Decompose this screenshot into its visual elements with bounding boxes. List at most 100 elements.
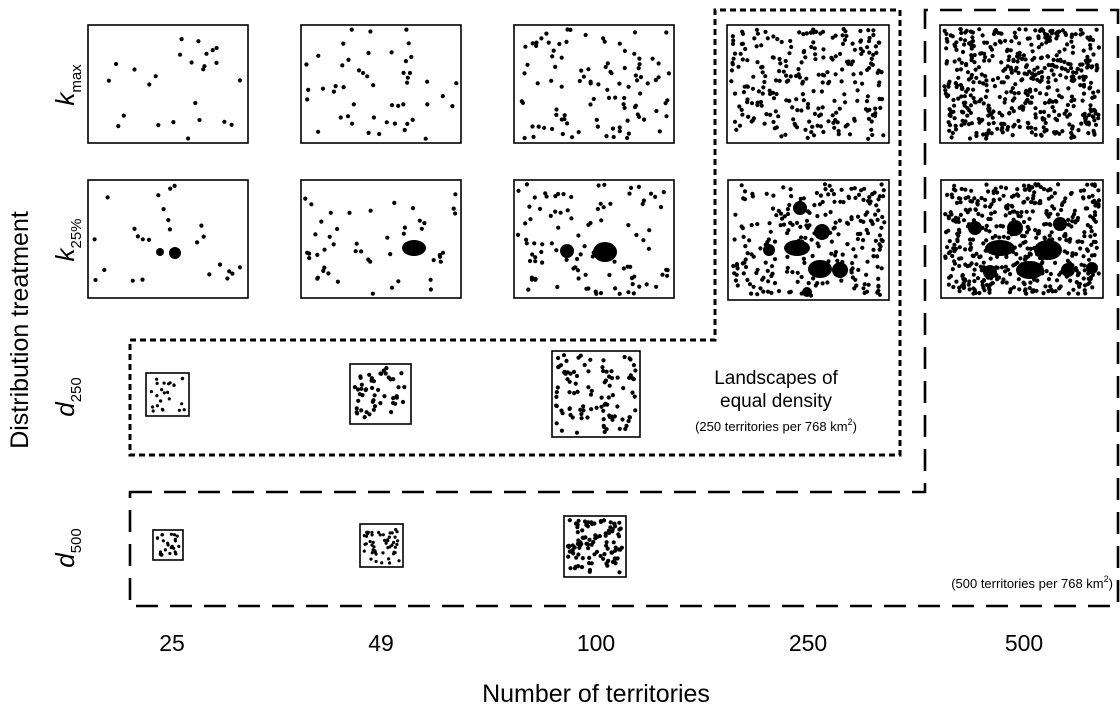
territory-dot xyxy=(1052,191,1057,196)
territory-dot xyxy=(366,257,371,262)
territory-dot xyxy=(644,282,649,287)
territory-dot xyxy=(977,80,982,85)
territory-dot xyxy=(1041,125,1046,130)
territory-dot xyxy=(549,241,555,246)
territory-dot xyxy=(633,73,639,78)
territory-dot xyxy=(983,204,988,209)
territory-dot xyxy=(605,563,610,568)
territory-dot xyxy=(818,124,824,129)
territory-dot xyxy=(963,262,968,267)
territory-dot xyxy=(601,417,606,422)
territory-dot xyxy=(583,32,588,38)
territory-dot xyxy=(396,385,401,390)
territory-dot xyxy=(820,105,825,110)
territory-dot xyxy=(944,46,949,51)
territory-dot xyxy=(1077,284,1082,289)
territory-dot xyxy=(1022,234,1027,239)
territory-dot xyxy=(132,67,137,72)
territory-dot xyxy=(1028,246,1033,251)
territory-dot xyxy=(1008,272,1013,277)
territory-dot xyxy=(368,539,372,544)
territory-dot xyxy=(765,289,771,294)
territory-dot xyxy=(564,39,569,45)
territory-dot xyxy=(588,357,593,362)
territory-dot xyxy=(805,105,811,110)
territory-dot xyxy=(642,117,647,122)
territory-dot xyxy=(1009,89,1014,94)
territory-dot xyxy=(1091,52,1096,57)
territory-dot xyxy=(865,94,871,99)
territory-dot xyxy=(1024,209,1029,214)
territory-dot xyxy=(622,354,627,360)
territory-dot xyxy=(983,197,988,202)
territory-dot xyxy=(1023,64,1029,69)
territory-dot xyxy=(1051,57,1056,63)
territory-dot xyxy=(567,390,572,395)
territory-dot xyxy=(840,67,845,72)
territory-dot xyxy=(617,527,622,532)
territory-dot xyxy=(598,291,604,296)
territory-dot xyxy=(1012,30,1017,35)
territory-dot xyxy=(601,36,606,41)
territory-dot xyxy=(796,72,801,77)
territory-dot xyxy=(1021,183,1027,188)
territory-dot xyxy=(1065,68,1070,74)
territory-dot xyxy=(1060,129,1065,134)
territory-dot xyxy=(1050,105,1055,110)
territory-dot xyxy=(975,201,980,206)
territory-dot xyxy=(984,223,989,228)
territory-dot xyxy=(776,114,781,119)
territory-dot xyxy=(751,116,757,121)
territory-dot xyxy=(327,234,332,239)
territory-dot xyxy=(405,75,410,80)
territory-dot xyxy=(1015,54,1020,59)
territory-dot xyxy=(971,80,976,85)
territory-dot xyxy=(568,566,573,571)
territory-dot xyxy=(972,196,977,201)
territory-dot xyxy=(1017,105,1022,110)
territory-dot xyxy=(602,552,607,557)
territory-dot xyxy=(588,102,593,107)
territory-dot xyxy=(599,218,604,223)
territory-dot xyxy=(369,376,374,381)
territory-dot xyxy=(772,239,778,244)
territory-dot xyxy=(837,106,842,111)
territory-dot xyxy=(751,74,756,79)
territory-dot xyxy=(626,418,631,424)
territory-dot xyxy=(1049,194,1054,199)
territory-dot xyxy=(315,276,320,281)
territory-dot xyxy=(865,231,871,236)
territory-dot xyxy=(976,211,981,217)
territory-dot xyxy=(947,123,953,128)
territory-dot xyxy=(405,121,410,126)
territory-dot xyxy=(942,84,947,89)
territory-dot xyxy=(601,205,606,210)
territory-dot xyxy=(741,234,746,239)
territory-dot xyxy=(1041,187,1047,192)
territory-dot xyxy=(973,100,978,105)
territory-dot xyxy=(836,128,841,134)
territory-dot xyxy=(971,96,976,101)
territory-dot xyxy=(992,84,998,89)
territory-dot xyxy=(958,196,963,201)
territory-dot xyxy=(629,276,635,281)
territory-dot xyxy=(1011,57,1016,63)
territory-dot xyxy=(1030,49,1035,54)
territory-dot xyxy=(641,198,647,203)
territory-dot xyxy=(971,254,976,259)
cluster-blob xyxy=(560,244,574,258)
territory-dot xyxy=(207,272,212,277)
territory-dot xyxy=(374,552,378,556)
territory-dot xyxy=(656,75,661,80)
territory-dot xyxy=(876,283,881,288)
territory-dot xyxy=(740,41,746,46)
territory-dot xyxy=(361,70,366,76)
territory-dot xyxy=(1004,48,1010,54)
territory-dot xyxy=(331,89,336,94)
territory-dot xyxy=(402,127,407,133)
territory-dot xyxy=(798,196,803,201)
territory-dot xyxy=(1032,55,1037,61)
territory-dot xyxy=(991,120,996,126)
territory-dot xyxy=(1090,199,1095,205)
territory-dot xyxy=(1029,100,1034,105)
